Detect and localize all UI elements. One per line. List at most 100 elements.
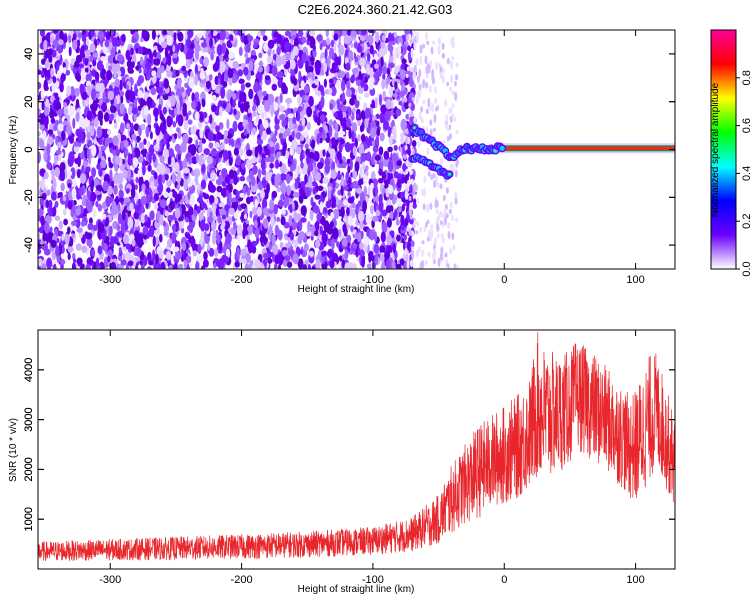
- x-tick-label: -200: [231, 574, 253, 586]
- spectrogram-cell: [376, 128, 381, 137]
- spectrogram-cell: [160, 41, 168, 49]
- spectrogram-cell: [130, 187, 136, 199]
- spectrogram-cell: [328, 120, 334, 127]
- spectrogram-cell: [137, 156, 144, 164]
- spectrogram-cell: [190, 42, 195, 50]
- spectrogram-cell: [254, 146, 259, 158]
- spectrogram-cell: [383, 120, 389, 131]
- spectrogram-cell: [430, 174, 434, 181]
- spectrogram-cell: [214, 141, 220, 149]
- spectrogram-cell: [148, 153, 152, 162]
- spectrogram-cell: [215, 152, 220, 163]
- spectrogram-cell: [155, 235, 159, 246]
- spectrogram-cell: [186, 53, 193, 60]
- spectrogram-cell: [307, 264, 312, 269]
- spectrogram-cell: [39, 138, 45, 150]
- spectrogram-cell: [455, 62, 459, 68]
- spectrogram-cell: [125, 243, 131, 250]
- spectrogram-cell: [247, 35, 254, 42]
- spectrogram-cell: [345, 88, 352, 98]
- spectrogram-cell: [228, 207, 235, 215]
- spectrogram-cell: [203, 148, 210, 156]
- spectrogram-cell: [273, 31, 280, 38]
- spectrogram-cell: [348, 176, 352, 186]
- spectrogram-cell: [131, 61, 135, 69]
- colorbar-tick-label: 0.4: [741, 166, 750, 181]
- spectrogram-cell: [110, 105, 117, 113]
- spectrogram-cell: [348, 50, 354, 61]
- spectrogram-cell: [330, 169, 337, 180]
- spectrogram-cell: [307, 72, 312, 79]
- spectrogram-cell: [396, 160, 403, 167]
- spectrogram-cell: [329, 221, 334, 228]
- spectrogram-cell: [339, 70, 345, 79]
- spectrogram-cell: [347, 196, 355, 204]
- spectrogram-cell: [133, 123, 140, 131]
- spectrogram-cell: [288, 249, 294, 257]
- spectrogram-cell: [113, 70, 117, 79]
- spectrogram-cell: [405, 168, 409, 175]
- spectrogram-cell: [341, 79, 346, 92]
- spectrogram-cell: [252, 111, 257, 117]
- spectrogram-cell: [356, 95, 362, 102]
- spectrogram-cell: [223, 129, 229, 138]
- spectrogram-cell: [91, 144, 97, 157]
- spectrogram-cell: [48, 48, 53, 56]
- spectrogram-cell: [449, 86, 452, 92]
- spectrogram-cell: [209, 211, 213, 217]
- spectrogram-cell: [210, 172, 217, 180]
- spectrogram-cell: [286, 261, 293, 269]
- spectrogram-cell: [254, 198, 258, 209]
- spectrogram-cell: [361, 255, 365, 268]
- spectrogram-cell: [371, 219, 375, 229]
- spectrogram-cell: [77, 156, 81, 168]
- spectrogram-cell: [194, 111, 200, 122]
- spectrogram-cell: [336, 151, 342, 161]
- spectrogram-cell: [324, 48, 328, 59]
- spectrogram-cell: [387, 32, 393, 44]
- spectrogram-cell: [237, 69, 243, 77]
- spectrogram-cell: [93, 138, 97, 145]
- spectrogram-cell: [209, 114, 213, 125]
- spectrogram-cell: [331, 201, 335, 209]
- spectrogram-cell: [91, 167, 97, 178]
- spectrogram-cell: [416, 197, 420, 204]
- spectrogram-cell: [156, 136, 160, 148]
- spectrogram-cell: [374, 63, 379, 69]
- spectrogram-cell: [341, 105, 348, 113]
- spectrogram-cell: [184, 30, 188, 41]
- colorbar-tick-label: 0.0: [741, 261, 750, 276]
- spectrogram-cell: [144, 187, 149, 195]
- spectrogram-cell: [133, 211, 140, 220]
- spectrogram-cell: [344, 142, 352, 153]
- spectrogram-cell: [270, 216, 275, 228]
- spectrogram-cell: [121, 76, 127, 83]
- spectrogram-cell: [427, 97, 431, 108]
- spectrogram-cell: [183, 167, 190, 174]
- spectrogram-cell: [151, 30, 156, 40]
- spectrogram-cell: [366, 151, 372, 162]
- spectrogram-cell: [40, 215, 45, 226]
- spectrogram-cell: [215, 207, 220, 217]
- spectrogram-cell: [74, 60, 80, 69]
- spectrogram-cell: [400, 135, 405, 145]
- spectrogram-cell: [249, 195, 255, 202]
- spectrogram-cell: [307, 220, 311, 233]
- spectrogram-cell: [138, 233, 143, 245]
- spectrogram-cell: [422, 99, 426, 105]
- spectrogram-cell: [43, 79, 48, 90]
- spectrogram-cell: [154, 192, 159, 202]
- spectrogram-cell: [409, 169, 413, 175]
- spectrogram-cell: [409, 202, 413, 211]
- spectrogram-cell: [165, 250, 172, 261]
- spectrogram-cell: [135, 247, 142, 257]
- spectrogram-cell: [52, 179, 57, 190]
- spectrogram-cell: [45, 199, 50, 208]
- spectrogram-cell: [251, 157, 257, 164]
- spectrogram-cell: [175, 69, 180, 77]
- spectrogram-cell: [252, 50, 256, 56]
- spectrogram-cell: [244, 52, 249, 59]
- spectrogram-cell: [140, 212, 146, 224]
- spectrogram-cell: [188, 110, 192, 116]
